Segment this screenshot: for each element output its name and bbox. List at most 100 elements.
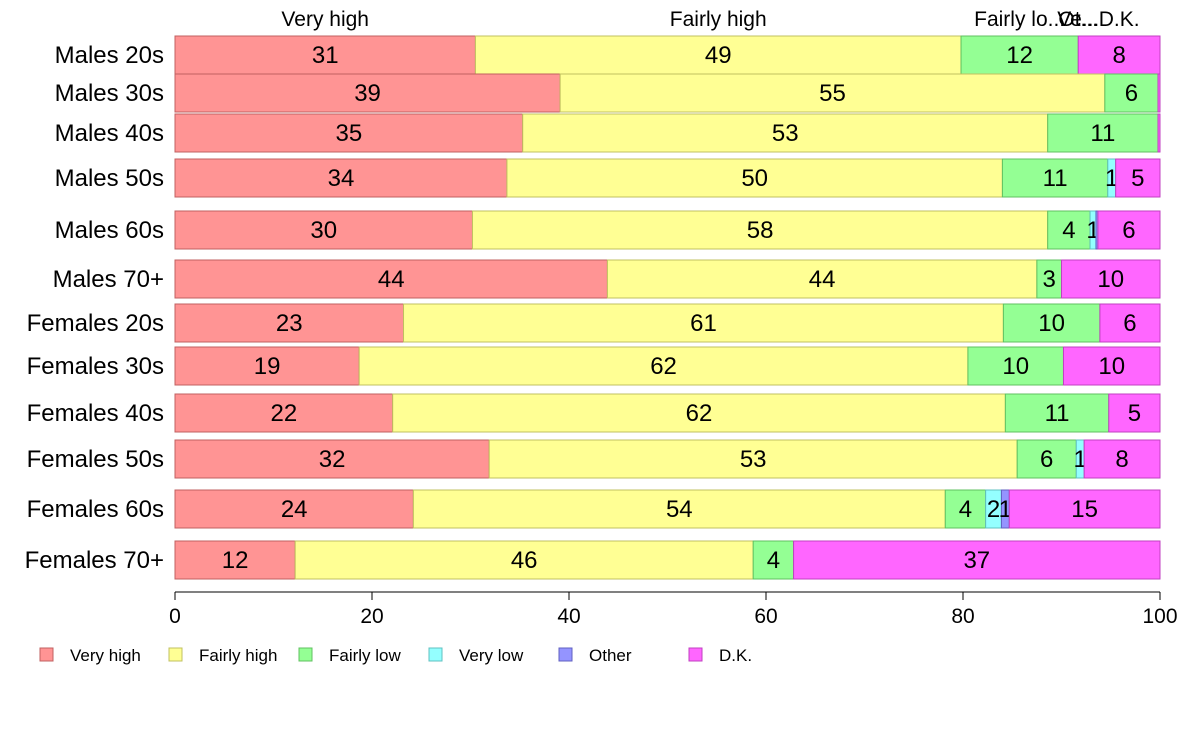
segment-label: 12 xyxy=(1006,42,1033,69)
row-label: Males 20s xyxy=(55,42,164,69)
x-axis: 0 20 40 60 80 100 xyxy=(169,591,1178,628)
segment-label: 31 xyxy=(312,42,339,69)
segment-label: 10 xyxy=(1098,353,1125,380)
segment-label: 15 xyxy=(1071,496,1098,523)
legend-swatch xyxy=(688,647,703,662)
row-label: Females 20s xyxy=(27,310,164,337)
segment-label: 4 xyxy=(767,547,780,574)
bar-segment xyxy=(294,540,754,580)
top-label-5: D.K. xyxy=(1099,8,1140,31)
segment-label: 44 xyxy=(378,266,405,293)
segment-label: 8 xyxy=(1115,446,1128,473)
bar-row: Males 70+ 44 44 3 10 xyxy=(53,259,1161,299)
segment-label: 3 xyxy=(1043,266,1056,293)
bar-row: Females 50s 32 53 6 1 8 xyxy=(27,439,1161,479)
row-label: Males 50s xyxy=(55,165,164,192)
top-label-3: Ve... xyxy=(1057,8,1099,31)
bar-segment xyxy=(1004,393,1110,433)
bar-row: Females 30s 19 62 10 10 xyxy=(27,346,1161,386)
bar-row: Females 70+ 12 46 4 37 xyxy=(25,540,1161,580)
bar-segment xyxy=(1047,210,1091,250)
bar-segment xyxy=(174,113,524,153)
segment-label: 46 xyxy=(511,547,538,574)
bar-segment xyxy=(174,439,490,479)
bar-segment xyxy=(559,73,1106,113)
segment-label: 1 xyxy=(999,496,1012,523)
segment-label: 61 xyxy=(690,310,717,337)
segment-label: 1 xyxy=(1105,165,1118,192)
segment-label: 55 xyxy=(819,80,846,107)
bar-segment xyxy=(1104,73,1159,113)
bar-segment xyxy=(1002,303,1101,343)
bar-segment xyxy=(967,346,1064,386)
bar-segment xyxy=(1097,210,1161,250)
bar-segment xyxy=(174,489,414,529)
bar-segment xyxy=(522,113,1049,153)
top-label-2: Fairly lo... xyxy=(974,8,1065,31)
bar-segment xyxy=(471,210,1049,250)
segment-label: 62 xyxy=(686,400,713,427)
segment-label: 39 xyxy=(354,80,381,107)
segment-label: 34 xyxy=(328,165,355,192)
segment-label: 2 xyxy=(987,496,1000,523)
top-label-4: Ot... xyxy=(1058,8,1098,31)
bar-segment xyxy=(174,303,405,343)
segment-label: 54 xyxy=(666,496,693,523)
row-label: Males 30s xyxy=(55,80,164,107)
bar-segment xyxy=(403,303,1004,343)
row-label: Females 60s xyxy=(27,496,164,523)
row-label: Males 60s xyxy=(55,217,164,244)
bar-segment xyxy=(174,158,508,198)
segment-label: 11 xyxy=(1045,400,1070,427)
legend-swatch xyxy=(39,647,54,662)
bar-row: Males 40s 35 53 11 xyxy=(55,113,1161,153)
legend-swatch xyxy=(428,647,443,662)
row-label: Females 30s xyxy=(27,353,164,380)
bar-row: Males 20s 31 49 12 8 xyxy=(55,35,1161,75)
segment-label: 4 xyxy=(1062,217,1075,244)
legend-label: Very high xyxy=(70,646,141,665)
segment-label: 6 xyxy=(1125,80,1138,107)
row-label: Females 50s xyxy=(27,446,164,473)
bar-row: Males 60s 30 58 4 1 6 xyxy=(55,210,1161,250)
bar-segment xyxy=(1047,113,1159,153)
row-label: Males 70+ xyxy=(53,266,164,293)
segment-label: 49 xyxy=(705,42,732,69)
bar-segment xyxy=(1083,439,1161,479)
segment-label: 5 xyxy=(1131,165,1144,192)
segment-label: 5 xyxy=(1128,400,1141,427)
bar-segment xyxy=(1099,303,1161,343)
segment-label: 10 xyxy=(1097,266,1124,293)
legend-label: Fairly high xyxy=(199,646,277,665)
segment-label: 10 xyxy=(1002,353,1029,380)
bar-segment xyxy=(1016,439,1077,479)
x-tick-label: 100 xyxy=(1142,605,1177,628)
legend-label: D.K. xyxy=(719,646,752,665)
bar-row: Females 60s 24 54 4 21 15 xyxy=(27,489,1161,529)
segment-label: 4 xyxy=(959,496,972,523)
segment-label: 6 xyxy=(1122,217,1135,244)
segment-label: 53 xyxy=(740,446,767,473)
row-label: Females 70+ xyxy=(25,547,164,574)
top-segment-labels: Very high Fairly high Fairly lo...Ve...Ot.… xyxy=(281,8,1139,31)
bar-segment xyxy=(1036,259,1062,299)
x-tick-label: 0 xyxy=(169,605,181,628)
bar-segment xyxy=(1157,73,1161,113)
bar-segment xyxy=(358,346,969,386)
segment-label: 62 xyxy=(650,353,677,380)
top-label-0: Very high xyxy=(281,8,369,31)
bar-segment xyxy=(944,489,987,529)
top-label-1: Fairly high xyxy=(670,8,767,31)
bar-segment xyxy=(174,259,608,299)
bar-segment xyxy=(1061,259,1161,299)
segment-label: 23 xyxy=(276,310,303,337)
bar-segment xyxy=(606,259,1038,299)
legend-swatch xyxy=(298,647,313,662)
segment-label: 35 xyxy=(336,120,363,147)
bar-row: Males 30s 39 55 6 xyxy=(55,73,1161,113)
bar-segment xyxy=(1062,346,1161,386)
bar-row: Females 20s 23 61 10 6 xyxy=(27,303,1161,343)
segment-label: 37 xyxy=(963,547,990,574)
bar-segment xyxy=(174,540,296,580)
